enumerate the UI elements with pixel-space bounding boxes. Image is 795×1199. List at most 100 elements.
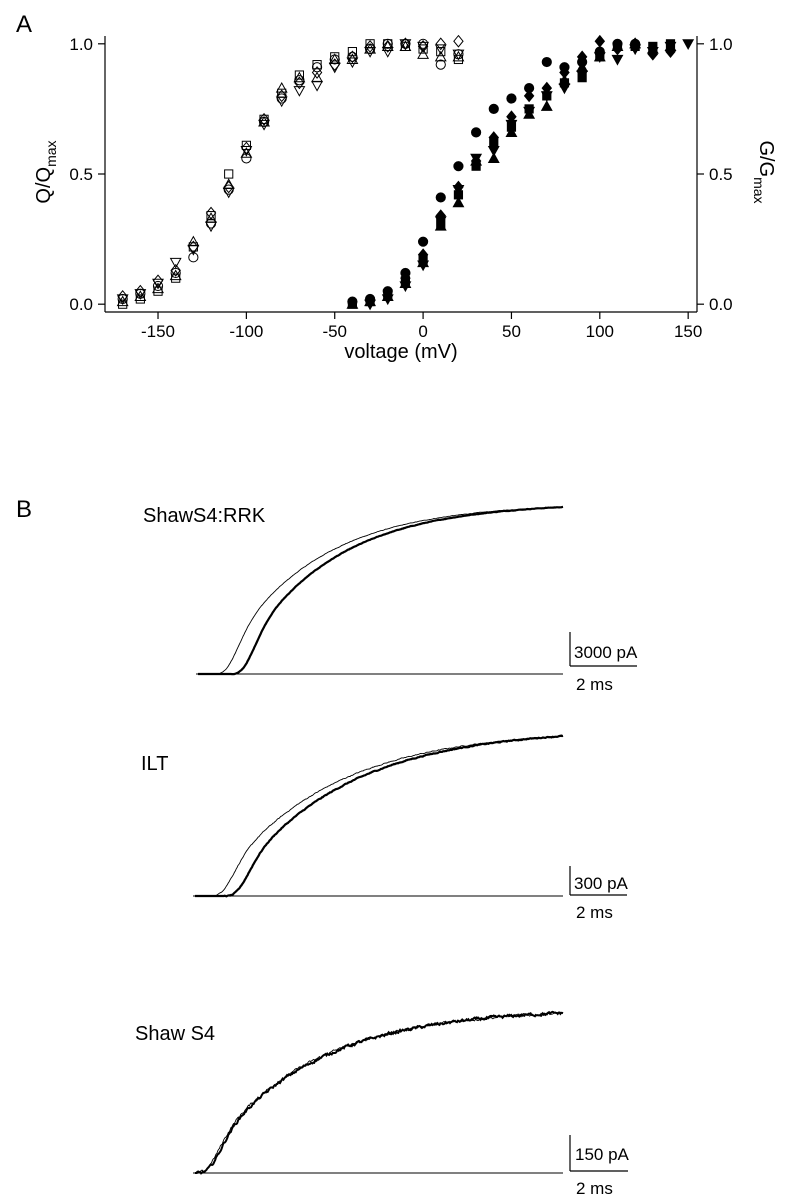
data-point-open-triangle-up — [381, 40, 394, 52]
x-tick-label: 0 — [418, 322, 427, 341]
data-point-open-triangle-down — [364, 47, 377, 58]
data-point-open-triangle-up — [452, 50, 465, 62]
data-point-open-triangle-up — [293, 71, 306, 83]
data-point-filled-circle — [488, 103, 499, 115]
data-point-open-triangle-down — [222, 187, 235, 199]
data-point-open-triangle-down — [293, 86, 306, 97]
data-point-filled-diamond — [629, 37, 641, 51]
data-point-open-triangle-down — [434, 44, 447, 56]
scale-current-rrk: 3000 pA — [574, 643, 638, 662]
data-point-open-triangle-up — [169, 269, 182, 281]
data-point-filled-diamond — [647, 47, 659, 61]
data-point-open-diamond — [223, 180, 234, 194]
data-point-open-triangle-down — [258, 119, 270, 131]
y-left-tick-label: 0.5 — [69, 165, 93, 184]
x-tick-label: -100 — [229, 322, 263, 341]
x-tick-label: -50 — [322, 322, 347, 341]
y-left-label-sub: max — [43, 140, 59, 166]
y-right-label-sub: max — [751, 177, 767, 203]
data-point-open-triangle-down — [205, 221, 217, 233]
data-point-open-diamond — [311, 66, 323, 79]
data-point-filled-circle — [435, 192, 446, 203]
data-point-open-diamond — [241, 141, 252, 155]
data-point-filled-triangle-up — [452, 196, 465, 208]
scale-bar-ilt: 300 pA 2 ms — [569, 866, 629, 922]
data-point-filled-diamond — [594, 34, 606, 48]
data-point-filled-triangle-down — [682, 39, 695, 50]
trace-name-rrk: ShawS4:RRK — [143, 505, 266, 527]
x-tick-label: 50 — [502, 322, 521, 341]
scale-time-ilt: 2 ms — [576, 903, 613, 922]
data-point-filled-circle — [417, 236, 429, 247]
scale-current-shaw-s4: 150 pA — [575, 1145, 630, 1164]
x-tick-label: 150 — [674, 322, 702, 341]
current-trace-thick-shaw-s4 — [195, 1010, 564, 1175]
data-point-open-triangle-down — [417, 41, 430, 53]
data-point-filled-triangle-down — [576, 70, 589, 82]
y-left-tick-label: 1.0 — [69, 35, 93, 54]
data-point-filled-triangle-down — [611, 54, 624, 66]
data-point-filled-circle — [453, 161, 464, 172]
data-point-filled-diamond — [665, 45, 676, 59]
data-point-open-triangle-up — [116, 295, 129, 307]
data-point-open-circle — [435, 59, 446, 70]
trace-name-ilt: ILT — [141, 753, 168, 775]
data-point-open-diamond — [152, 274, 164, 288]
data-point-filled-diamond — [400, 271, 411, 285]
data-point-open-diamond — [170, 263, 181, 277]
data-point-open-triangle-up — [275, 81, 288, 93]
data-point-filled-diamond — [523, 89, 535, 103]
data-point-open-square — [206, 211, 216, 221]
data-point-open-diamond — [364, 40, 376, 53]
panel-b-label: B — [16, 496, 32, 523]
y-ticks: 0.0 0.0 0.5 0.5 1.0 1.0 — [69, 35, 732, 314]
data-point-open-diamond — [435, 37, 447, 51]
chart-markers — [116, 34, 695, 311]
data-point-open-triangle-up — [417, 48, 430, 59]
data-point-open-triangle-down — [275, 96, 288, 108]
y-left-label-main: Q/Q — [33, 167, 55, 204]
data-point-open-diamond — [382, 40, 393, 53]
data-point-open-triangle-up — [434, 50, 447, 62]
x-tick-label: -150 — [141, 322, 175, 341]
y-right-label-main: G/G — [755, 140, 777, 177]
trace-panel-rrk: ShawS4:RRK 3000 pA 2 ms — [143, 505, 638, 694]
data-point-open-diamond — [347, 50, 358, 64]
scale-bar-rrk: 3000 pA 2 ms — [569, 632, 638, 694]
data-point-open-triangle-down — [452, 49, 465, 61]
data-point-filled-triangle-down — [523, 106, 536, 118]
scale-current-ilt: 300 pA — [574, 874, 629, 893]
data-point-open-triangle-down — [346, 57, 359, 69]
trace-panel-ilt: ILT 300 pA 2 ms — [141, 734, 629, 922]
data-point-open-diamond — [453, 34, 464, 48]
data-point-open-circle — [382, 38, 393, 49]
data-point-open-diamond — [294, 76, 305, 90]
data-point-filled-diamond — [470, 154, 482, 168]
data-point-open-square — [241, 140, 251, 150]
y-right-tick-label: 0.5 — [709, 165, 733, 184]
current-trace-thick-rrk — [198, 505, 564, 676]
x-tick-label: 100 — [586, 322, 614, 341]
data-point-filled-diamond — [488, 131, 500, 144]
data-point-filled-triangle-up — [346, 298, 359, 309]
scale-time-rrk: 2 ms — [576, 675, 613, 694]
data-point-open-diamond — [135, 284, 146, 298]
data-point-filled-triangle-up — [487, 152, 500, 163]
data-point-filled-circle — [506, 93, 517, 104]
data-point-open-square — [224, 169, 234, 179]
data-point-open-square — [347, 47, 358, 57]
data-point-filled-triangle-down — [558, 83, 571, 95]
data-point-filled-diamond — [435, 209, 447, 223]
trace-name-shaw-s4: Shaw S4 — [135, 1023, 215, 1045]
data-point-filled-diamond — [612, 42, 623, 56]
gv-qv-chart: -150 -100 -50 0 50 100 150 0.0 0.00.5 0.51.0 1.0 … — [33, 35, 777, 363]
data-point-filled-triangle-down — [487, 145, 500, 157]
current-trace-thick-ilt — [195, 734, 564, 898]
data-point-filled-triangle-down — [364, 299, 377, 311]
data-point-filled-diamond — [453, 180, 464, 194]
data-point-filled-triangle-down — [593, 52, 606, 63]
data-point-open-diamond — [117, 289, 128, 303]
data-point-open-diamond — [258, 112, 270, 126]
data-point-open-square — [418, 44, 428, 54]
